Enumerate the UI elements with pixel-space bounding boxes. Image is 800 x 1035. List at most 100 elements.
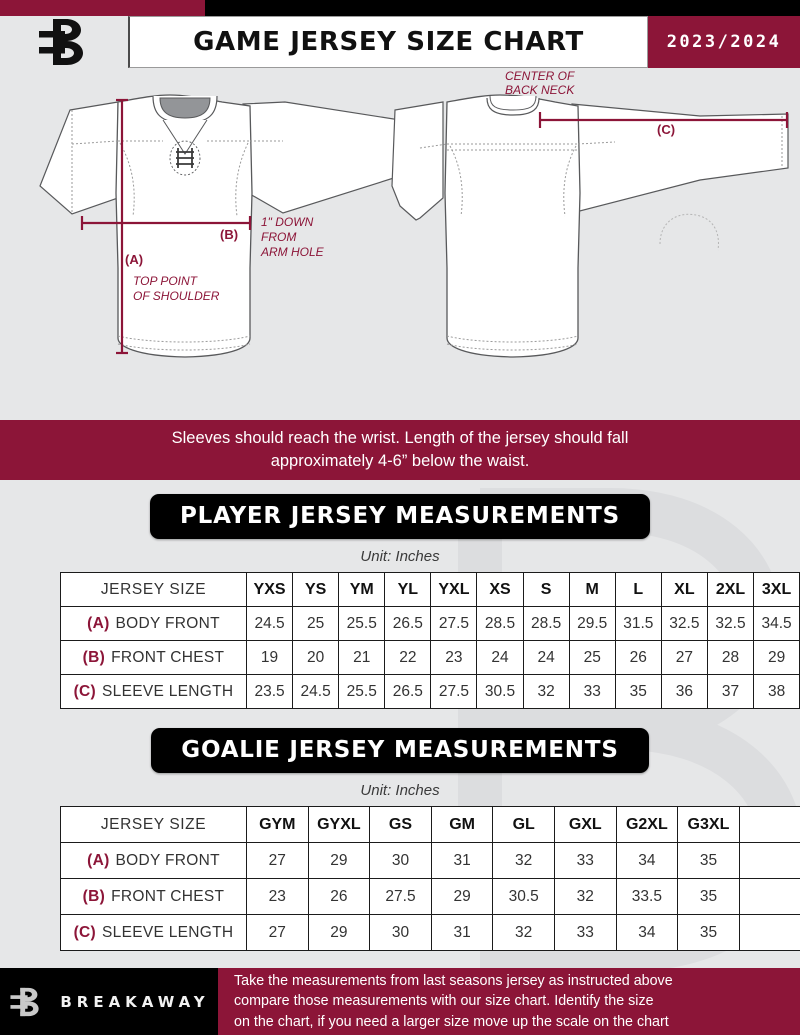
- measurement-cell: 27.5: [430, 606, 478, 641]
- measurement-cell: 28.5: [522, 606, 570, 641]
- top-bar-maroon: [0, 0, 205, 16]
- page-footer: BREAKAWAY Take the measurements from las…: [0, 968, 800, 1035]
- measurement-cell: 30: [369, 914, 432, 951]
- header-logo-zone: [0, 16, 128, 68]
- column-header-gxl: GXL: [553, 806, 617, 843]
- front-label-b: (B): [220, 227, 238, 242]
- measurement-cell: 34: [615, 842, 679, 879]
- player-section-title: PLAYER JERSEY MEASUREMENTS: [149, 494, 651, 539]
- row-name: SLEEVE LENGTH: [102, 923, 234, 941]
- row-tag: (A): [87, 851, 110, 869]
- measurement-cell: 30.5: [492, 878, 555, 915]
- table-row: (C) SLEEVE LENGTH 23.5 24.5 25.5 26.5 27.5 30.5…: [60, 674, 800, 709]
- fit-note-banner: Sleeves should reach the wrist. Length o…: [0, 420, 800, 480]
- row-label: (A) BODY FRONT: [60, 842, 247, 879]
- measurement-cell: 37: [706, 674, 755, 709]
- measurement-cell: 21: [338, 640, 386, 675]
- column-header-ym: YM: [338, 572, 386, 607]
- back-neck-note-2: BACK NECK: [505, 83, 575, 97]
- measurement-cell: 38: [753, 674, 800, 709]
- measurement-cell: 28: [706, 640, 755, 675]
- fit-note-line-1: Sleeves should reach the wrist. Length o…: [171, 429, 629, 448]
- breakaway-b-logo-icon: [10, 987, 39, 1016]
- measurement-cell: 29: [307, 914, 371, 951]
- column-header-2xl: 2XL: [706, 572, 755, 607]
- row-name: BODY FRONT: [115, 614, 220, 632]
- front-jersey-illustration: (A) TOP POINT OF SHOULDER (B) 1" DOWN FR…: [39, 94, 401, 358]
- footer-instructions: Take the measurements from last seasons …: [218, 968, 800, 1035]
- measurement-cell: [738, 878, 800, 915]
- row-label: (B) FRONT CHEST: [60, 878, 247, 915]
- goalie-measurements-section: GOALIE JERSEY MEASUREMENTS Unit: Inches …: [0, 728, 800, 951]
- jersey-illustrations: (A) TOP POINT OF SHOULDER (B) 1" DOWN FR…: [0, 68, 800, 415]
- row-tag: (B): [82, 648, 106, 666]
- column-header-l: L: [614, 572, 662, 607]
- season-badge: 2023/2024: [648, 16, 800, 68]
- measurement-cell: 25.5: [338, 674, 386, 709]
- table-row: (A) BODY FRONT 24.5 25 25.5 26.5 27.5 28.5 28.5 2…: [60, 606, 800, 641]
- measurement-cell: 27.5: [430, 674, 478, 709]
- measurement-cell: [738, 914, 800, 951]
- measurement-cell: 30: [369, 842, 432, 879]
- goalie-unit-label: Unit: Inches: [360, 782, 440, 799]
- top-bar-black: [205, 0, 800, 16]
- measurement-cell: 35: [677, 878, 740, 915]
- player-unit-label: Unit: Inches: [360, 548, 440, 565]
- column-header-yxs: YXS: [245, 572, 294, 607]
- column-header-gl: GL: [492, 806, 555, 843]
- measurement-cell: 31: [430, 842, 494, 879]
- column-header-yxl: YXL: [430, 572, 478, 607]
- breakaway-b-logo-icon: [39, 19, 83, 65]
- row-name: FRONT CHEST: [111, 648, 225, 666]
- row-name: FRONT CHEST: [111, 887, 225, 905]
- row-tag: (C): [73, 923, 97, 941]
- column-header-empty: [738, 806, 800, 843]
- column-header-xs: XS: [476, 572, 524, 607]
- front-label-a-note-1: TOP POINT: [133, 274, 199, 288]
- footer-brand-name: BREAKAWAY: [60, 992, 210, 1011]
- measurement-cell: 27: [246, 842, 309, 879]
- measurement-cell: 32: [522, 674, 570, 709]
- column-header-g2xl: G2XL: [615, 806, 679, 843]
- measurement-cell: 35: [677, 842, 740, 879]
- front-label-a: (A): [125, 252, 143, 267]
- measurement-cell: 32: [492, 914, 555, 951]
- measurement-cell: 32: [553, 878, 617, 915]
- front-label-b-note-1: 1" DOWN: [261, 215, 314, 229]
- measurement-cell: 35: [677, 914, 740, 951]
- measurement-cell: 29: [307, 842, 371, 879]
- back-label-c: (C): [657, 122, 675, 137]
- measurement-cell: 32: [492, 842, 555, 879]
- measurement-cell: 32.5: [706, 606, 755, 641]
- column-header-g3xl: G3XL: [677, 806, 740, 843]
- row-label: (C) SLEEVE LENGTH: [60, 914, 247, 951]
- row-name: SLEEVE LENGTH: [102, 682, 234, 700]
- measurement-cell: 31: [430, 914, 494, 951]
- footer-note-line-3: on the chart, if you need a larger size …: [234, 1013, 669, 1030]
- top-accent-bar: [0, 0, 800, 16]
- measurement-cell: 26.5: [384, 606, 432, 641]
- row-label: (C) SLEEVE LENGTH: [60, 674, 247, 709]
- measurement-cell: 23.5: [245, 674, 294, 709]
- front-label-b-note-2: FROM: [261, 230, 296, 244]
- measurement-cell: 27: [660, 640, 708, 675]
- column-header-gyxl: GYXL: [307, 806, 371, 843]
- player-measurements-section: PLAYER JERSEY MEASUREMENTS Unit: Inches …: [0, 494, 800, 709]
- measurement-cell: 24.5: [245, 606, 294, 641]
- footer-brand: BREAKAWAY: [0, 968, 218, 1035]
- measurement-cell: 26.5: [384, 674, 432, 709]
- goalie-section-title: GOALIE JERSEY MEASUREMENTS: [151, 728, 649, 773]
- column-header-ys: YS: [292, 572, 340, 607]
- measurement-cell: 33: [568, 674, 616, 709]
- table-header-row: JERSEY SIZE YXS YS YM YL YXL XS S M L XL 2XL 3XL: [60, 572, 800, 607]
- measurement-cell: 19: [245, 640, 294, 675]
- measurement-cell: 33: [553, 914, 617, 951]
- page-header: GAME JERSEY SIZE CHART 2023/2024: [0, 16, 800, 68]
- measurement-cell: 25.5: [338, 606, 386, 641]
- page-title: GAME JERSEY SIZE CHART: [193, 27, 584, 57]
- player-size-table: JERSEY SIZE YXS YS YM YL YXL XS S M L XL 2XL 3XL (A) B…: [60, 572, 800, 709]
- measurement-cell: 27: [246, 914, 309, 951]
- row-label: (B) FRONT CHEST: [60, 640, 247, 675]
- front-label-a-note-2: OF SHOULDER: [133, 289, 220, 303]
